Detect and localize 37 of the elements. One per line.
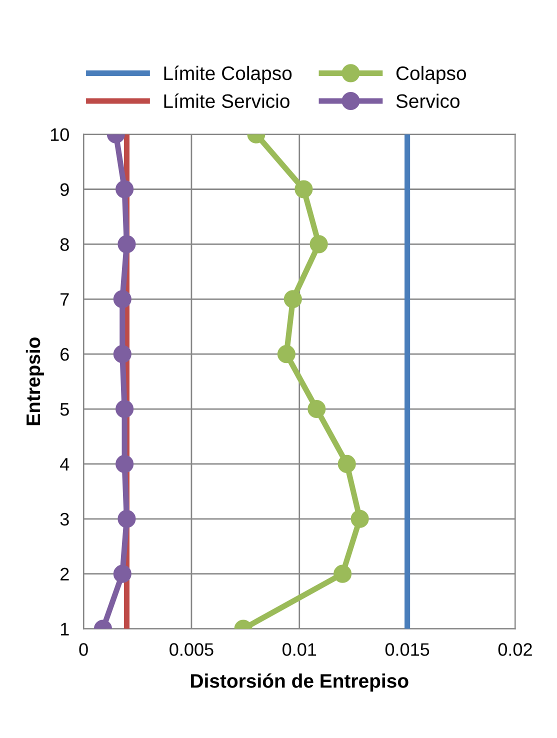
y-tick-label: 8 [60, 238, 69, 251]
point [294, 180, 313, 198]
point [113, 564, 132, 583]
y-tick-label: 2 [60, 568, 69, 580]
point [113, 290, 132, 308]
y-axis-title: Entrepsio [26, 337, 44, 426]
legend-label: Límite Servicio [164, 94, 290, 108]
y-tick-label: 10 [50, 128, 69, 142]
point [350, 510, 369, 528]
point [284, 290, 302, 308]
point [310, 235, 328, 254]
point [338, 454, 356, 473]
point [116, 400, 134, 418]
legend-label: Colapso [396, 66, 466, 84]
legend-label: Servico [396, 94, 460, 108]
y-tick-label: 4 [60, 458, 70, 470]
point [113, 345, 132, 364]
x-tick-label: 0.01 [282, 643, 316, 656]
point [118, 510, 136, 528]
x-tick-label: 0.005 [170, 643, 214, 656]
point [116, 180, 134, 198]
y-tick-label: 1 [60, 622, 69, 636]
point [116, 454, 134, 473]
y-tick-label: 5 [60, 403, 69, 416]
y-tick-label: 9 [60, 183, 69, 196]
point [118, 235, 136, 254]
point [334, 564, 352, 583]
x-axis-title: Distorsión de Entrepiso [191, 673, 408, 692]
y-tick-label: 3 [60, 512, 69, 526]
x-tick-label: 0.02 [498, 643, 532, 656]
point [308, 400, 326, 418]
x-tick-label: 0 [79, 643, 88, 656]
x-tick-label: 0.015 [385, 643, 430, 656]
y-tick-label: 6 [60, 348, 69, 361]
y-tick-label: 7 [60, 293, 69, 306]
legend-label: Límite Colapso [164, 66, 292, 84]
point [277, 345, 296, 364]
